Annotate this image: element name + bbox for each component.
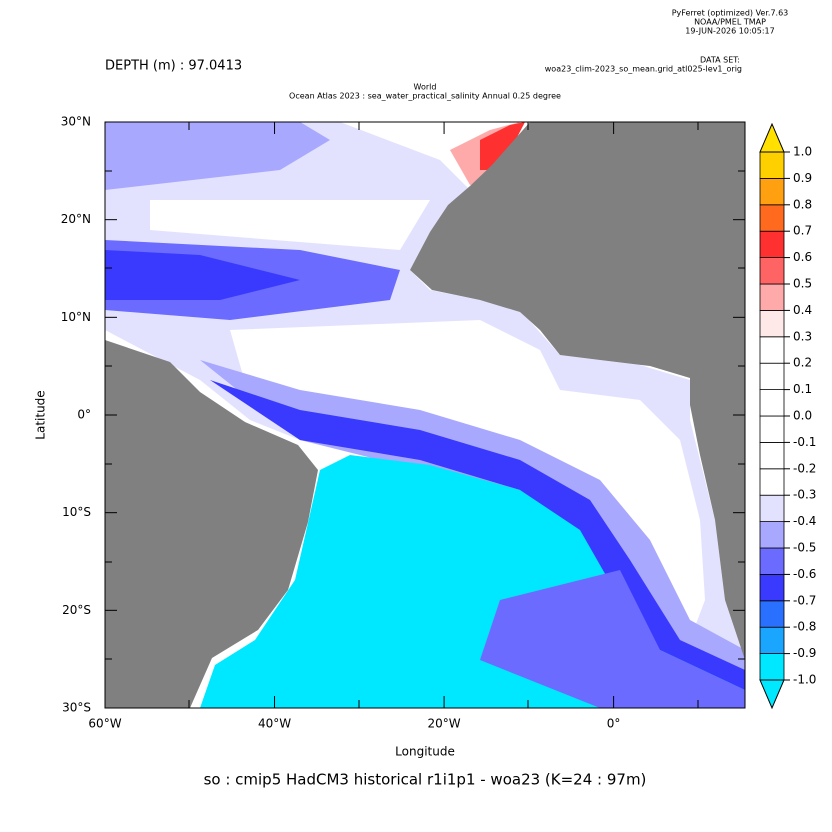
colorbar-cell [759, 283, 785, 311]
colorbar-cell [759, 177, 785, 206]
colorbar-cell [759, 415, 785, 443]
y-tick-label: 20°S [62, 603, 91, 617]
x-tick-label: 20°W [428, 717, 461, 731]
colorbar-label: -0.4 [793, 514, 816, 528]
colorbar-label: 0.0 [793, 409, 812, 423]
colorbar-label: 0.8 [793, 197, 812, 211]
colorbar-label: -0.6 [793, 567, 816, 581]
colorbar-cell [759, 230, 785, 258]
colorbar-label: -0.9 [793, 646, 816, 660]
colorbar-label: -0.3 [793, 488, 816, 502]
org: NOAA/PMEL TMAP [694, 18, 766, 27]
colorbar-label: 0.9 [793, 171, 812, 185]
colorbar-cell [759, 151, 785, 179]
dataset: woa23_clim-2023_so_mean.grid_atl025-lev1… [545, 65, 742, 74]
colorbar-label: 1.0 [793, 145, 812, 159]
colorbar-cell [759, 653, 785, 681]
colorbar-label: 0.7 [793, 224, 812, 238]
y-tick-label: 20°N [61, 212, 91, 226]
colorbar-cell [759, 336, 785, 364]
colorbar-label: 0.6 [793, 250, 812, 264]
date: 19-JUN-2026 10:05:17 [685, 27, 774, 36]
y-tick-label: 30°N [61, 115, 91, 129]
colorbar-label: 0.2 [793, 356, 812, 370]
x-tick-label: 60°W [88, 717, 121, 731]
colorbar-label: -0.7 [793, 593, 816, 607]
colorbar-cell [759, 574, 785, 602]
colorbar-label: 0.3 [793, 329, 812, 343]
colorbar-cell [759, 521, 785, 549]
colorbar-cell [759, 468, 785, 496]
colorbar-cell [759, 600, 785, 628]
colorbar-cell [759, 362, 785, 391]
depth: DEPTH (m) : 97.0413 [105, 59, 242, 74]
colorbar-label: -0.2 [793, 461, 816, 475]
colorbar-cell [759, 547, 785, 575]
y-tick-label: 10°N [61, 310, 91, 324]
colorbar-label: -0.1 [793, 435, 816, 449]
x-axis-label: Longitude [395, 745, 455, 759]
colorbar-label: -1.0 [793, 673, 816, 687]
colorbar-label: 0.1 [793, 382, 812, 396]
colorbar-cell [759, 204, 785, 232]
y-tick-label: 0° [77, 408, 91, 422]
x-tick-label: 40°W [258, 717, 291, 731]
map-field [105, 122, 745, 708]
y-tick-label: 30°S [62, 701, 91, 715]
colorbar-label: 0.5 [793, 277, 812, 291]
colorbar-label: -0.5 [793, 541, 816, 555]
colorbar-cell [759, 626, 785, 655]
colorbar-label: 0.4 [793, 303, 812, 317]
y-axis-label: Latitude [34, 390, 48, 439]
minor-ticks [105, 122, 745, 708]
colorbar-under [759, 679, 785, 710]
colorbar-cell [759, 494, 785, 523]
colorbar-over [759, 122, 785, 153]
colorbar-label: -0.8 [793, 620, 816, 634]
colorbar-cell [759, 389, 785, 417]
caption: so : cmip5 HadCM3 historical r1i1p1 - wo… [204, 771, 647, 789]
software: PyFerret (optimized) Ver.7.63 [672, 9, 789, 18]
colorbar-cell [759, 309, 785, 338]
title: World [414, 83, 437, 92]
dataset-label: DATA SET: [700, 56, 740, 65]
y-tick-label: 10°S [62, 505, 91, 519]
colorbar-cell [759, 441, 785, 470]
subtitle: Ocean Atlas 2023 : sea_water_practical_s… [289, 92, 561, 101]
colorbar-cell [759, 257, 785, 285]
x-tick-label: 0° [607, 717, 621, 731]
